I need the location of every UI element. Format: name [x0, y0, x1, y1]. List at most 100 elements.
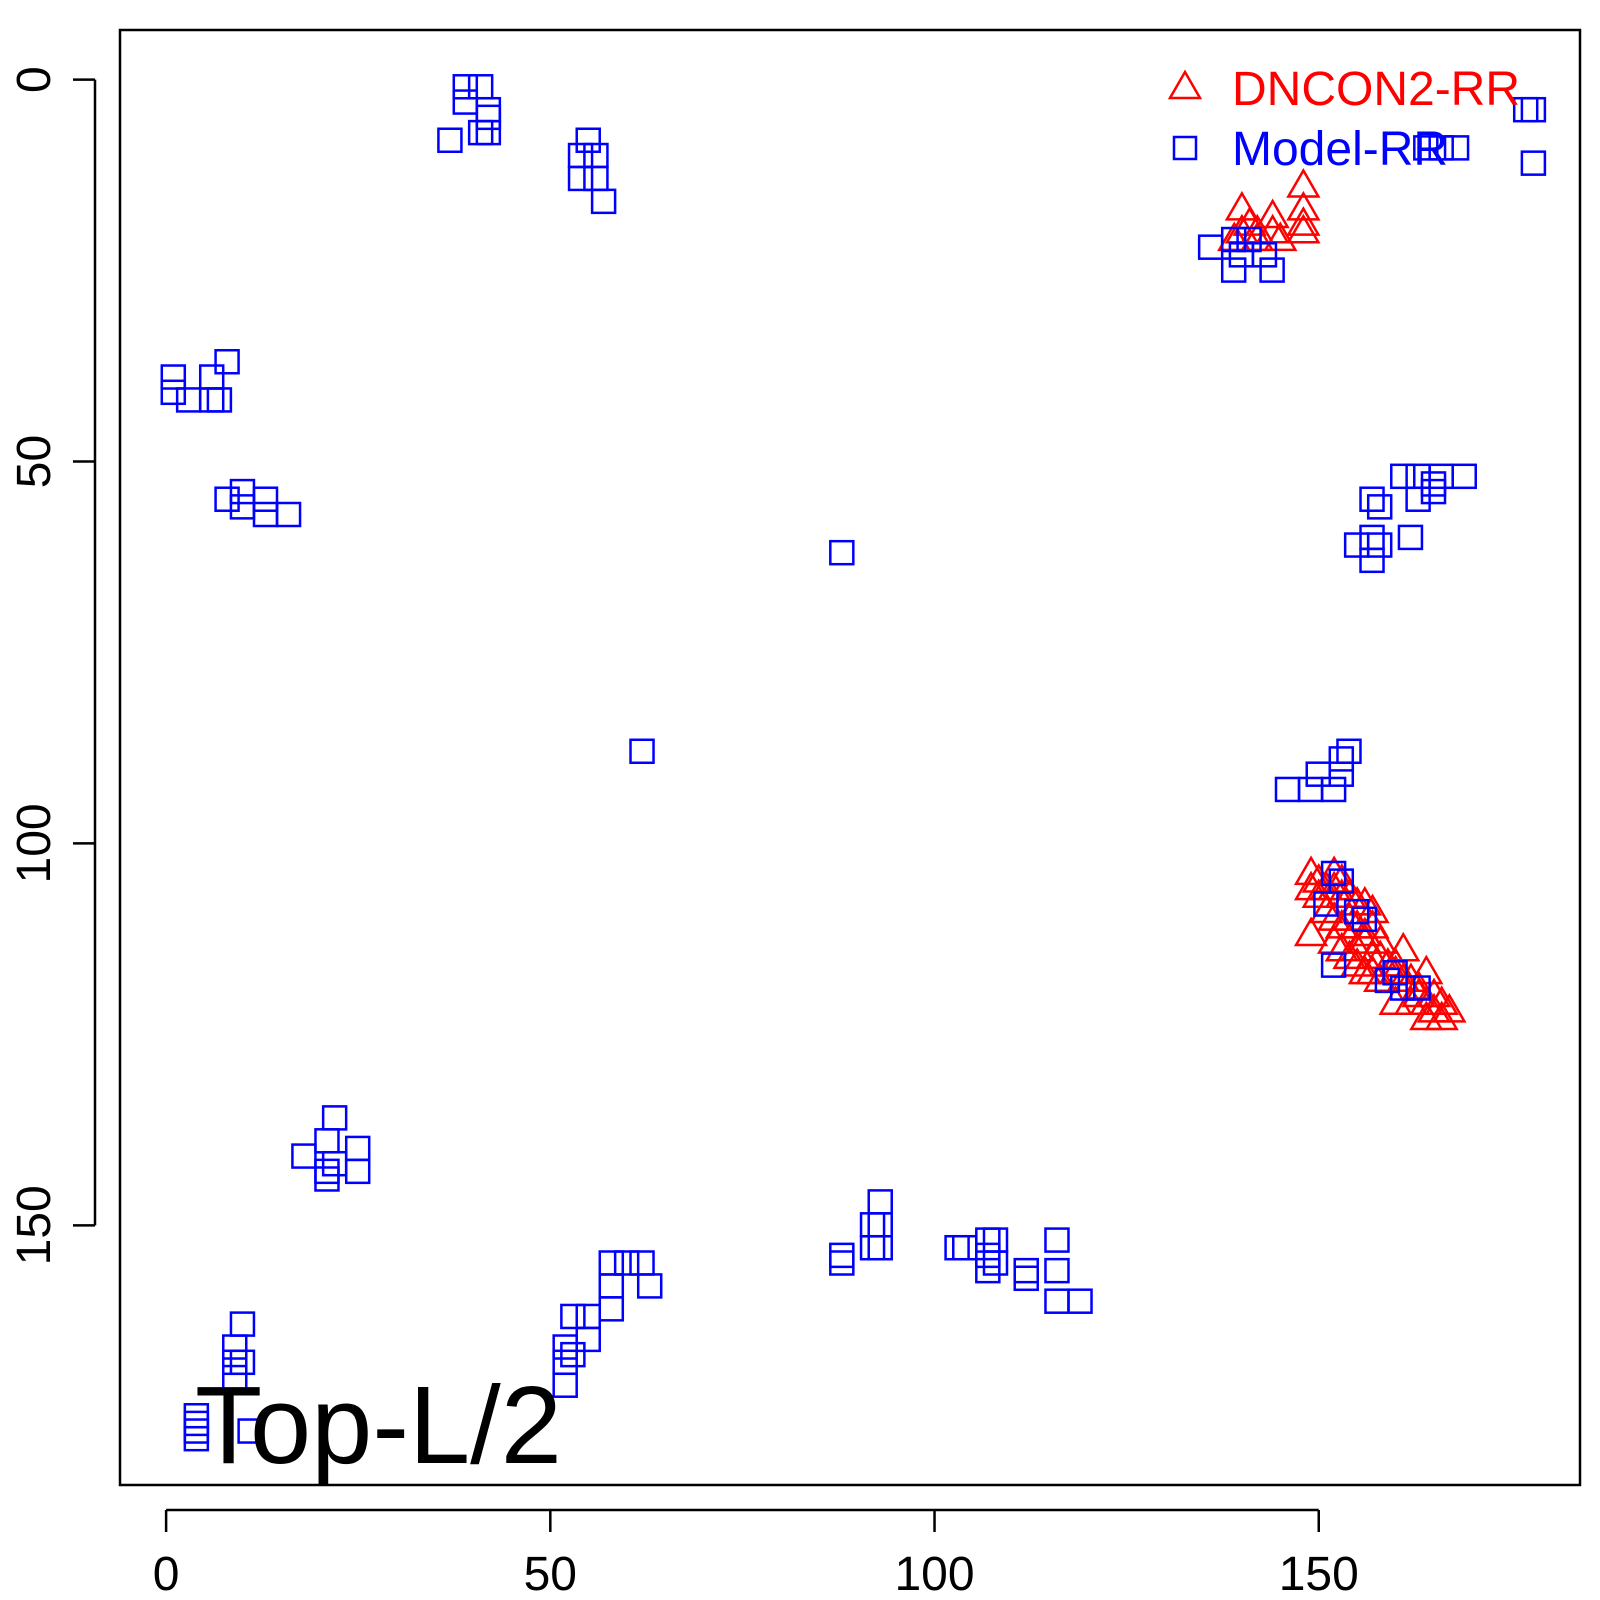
model-rr-point — [452, 74, 479, 100]
model-rr-point — [183, 1425, 210, 1452]
points-layer — [160, 74, 1547, 1452]
plot-frame — [118, 28, 1582, 1487]
model-rr-point — [1351, 906, 1378, 933]
model-rr-point — [160, 364, 187, 390]
model-rr-point — [1220, 257, 1247, 283]
legend: DNCON2-RR Model-RR — [1167, 63, 1520, 176]
model-rr-point — [636, 1273, 663, 1299]
model-rr-point — [291, 1143, 317, 1169]
model-rr-point — [613, 1250, 640, 1276]
dncon2-rr-point — [1286, 206, 1321, 236]
model-rr-point — [1413, 135, 1439, 161]
model-rr-point — [1236, 226, 1262, 253]
y-tick-label: 100 — [8, 803, 61, 883]
model-rr-point — [321, 1105, 348, 1131]
model-rr-point — [1520, 96, 1547, 123]
model-rr-point — [475, 104, 502, 131]
dncon2-rr-point — [1286, 167, 1321, 198]
dncon2-rr-point — [1293, 855, 1329, 886]
model-rr-point — [560, 1303, 586, 1330]
model-rr-point — [1044, 1227, 1070, 1253]
model-rr-point — [1374, 967, 1401, 994]
model-rr-point — [1328, 761, 1355, 787]
model-rr-point — [560, 1341, 586, 1368]
model-rr-point — [1390, 975, 1416, 1001]
model-rr-point — [829, 1250, 855, 1276]
dncon2-rr-point — [1332, 901, 1367, 931]
model-rr-point — [314, 1166, 340, 1192]
series-square — [160, 74, 1547, 1452]
dncon2-rr-point — [1416, 992, 1452, 1023]
model-rr-point — [344, 1158, 371, 1185]
model-rr-point — [160, 379, 187, 406]
dncon2-rr-point — [1293, 916, 1329, 947]
dncon2-rr-point — [1286, 190, 1321, 221]
dncon2-rr-point — [1409, 954, 1444, 985]
model-rr-point — [237, 1418, 263, 1444]
model-rr-point — [1013, 1265, 1039, 1292]
model-rr-point — [229, 1349, 256, 1376]
legend-label: Model-RR — [1232, 123, 1448, 176]
x-tick-label: 50 — [524, 1548, 577, 1600]
dncon2-rr-point — [1286, 213, 1321, 244]
model-rr-point — [1382, 960, 1408, 986]
dncon2-rr-point — [1224, 190, 1260, 221]
model-rr-point — [1259, 257, 1285, 283]
y-tick-label: 50 — [8, 435, 61, 488]
model-rr-point — [975, 1242, 1001, 1269]
model-rr-point — [1044, 1288, 1070, 1314]
model-rr-point — [1220, 226, 1247, 253]
model-rr-point — [1320, 776, 1347, 803]
model-rr-point — [1320, 860, 1347, 887]
model-rr-point — [1366, 494, 1393, 520]
model-rr-point — [552, 1334, 578, 1360]
axes-layer: 0 50 100 150 0 50 100 150 — [8, 66, 1359, 1600]
model-rr-point — [1428, 135, 1454, 161]
model-rr-point — [982, 1250, 1009, 1276]
model-rr-point — [1313, 891, 1339, 917]
model-rr-point — [575, 127, 601, 153]
dncon2-rr-point — [1347, 924, 1383, 954]
legend-label: DNCON2-RR — [1232, 63, 1520, 116]
dncon2-rr-point — [1263, 221, 1298, 252]
model-rr-point — [859, 1234, 886, 1261]
dncon2-rr-point — [1339, 947, 1375, 977]
x-tick-label: 150 — [1279, 1548, 1359, 1600]
model-rr-point — [1328, 868, 1355, 894]
legend-triangle-icon — [1167, 69, 1203, 100]
dncon2-rr-point — [1424, 1000, 1459, 1031]
model-rr-point — [214, 348, 240, 375]
x-tick-label: 100 — [894, 1548, 974, 1600]
model-rr-point — [214, 486, 240, 512]
model-rr-point — [222, 1334, 248, 1360]
model-rr-point — [567, 165, 594, 192]
dncon2-rr-point — [1324, 931, 1359, 962]
model-rr-point — [1405, 975, 1431, 1001]
model-rr-point — [629, 738, 655, 765]
model-rr-point — [1251, 242, 1278, 268]
model-rr-point — [467, 119, 494, 146]
dncon2-rr-point — [1416, 977, 1452, 1008]
model-rr-point — [1044, 1257, 1070, 1284]
model-rr-point — [1451, 463, 1477, 490]
legend-square-icon — [1172, 135, 1198, 161]
model-rr-point — [1405, 486, 1431, 512]
dncon2-rr-point — [1232, 206, 1267, 236]
model-rr-point — [437, 127, 463, 153]
dncon2-rr-point — [1309, 893, 1344, 924]
model-rr-point — [829, 539, 855, 566]
top-l2-annotation: Top-L/2 — [195, 1364, 562, 1487]
model-rr-point — [1328, 746, 1355, 772]
y-tick-label: 150 — [8, 1185, 61, 1265]
model-rr-point — [275, 501, 302, 528]
model-rr-point — [252, 486, 279, 512]
model-rr-point — [590, 188, 617, 215]
model-rr-point — [1397, 524, 1424, 551]
dncon2-rr-point — [1424, 985, 1459, 1015]
model-rr-point — [1366, 532, 1393, 558]
model-rr-point — [222, 1364, 248, 1391]
model-rr-point — [1343, 898, 1370, 925]
x-tick-label: 0 — [153, 1548, 180, 1600]
